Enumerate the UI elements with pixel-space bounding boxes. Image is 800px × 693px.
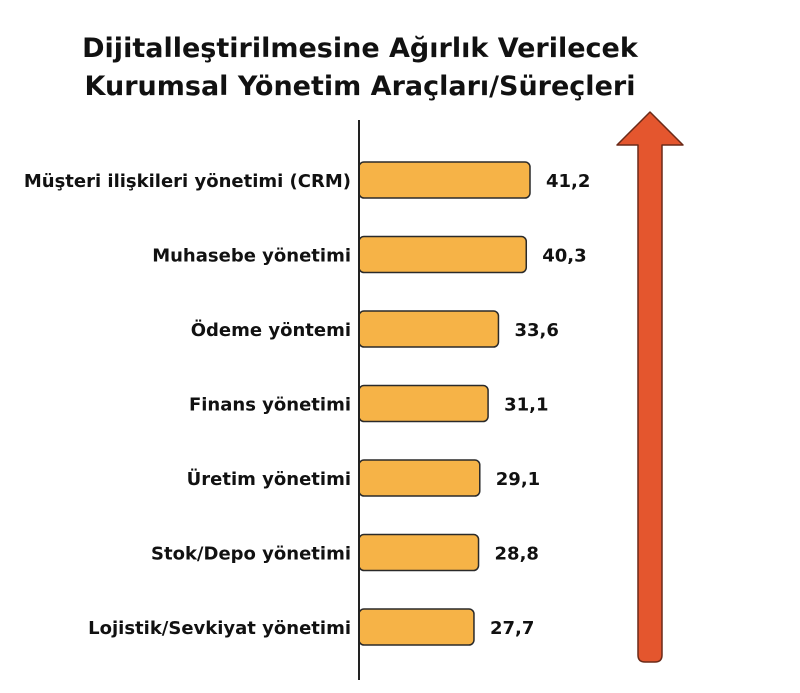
category-label: Ödeme yöntemi [191, 319, 351, 341]
category-label: Müşteri ilişkileri yönetimi (CRM) [24, 171, 351, 192]
bar [358, 384, 489, 423]
data-label: 40,3 [542, 246, 586, 267]
chart-title-line-2: Kurumsal Yönetim Araçları/Süreçleri [84, 71, 636, 102]
bar [358, 235, 528, 274]
bar [358, 533, 480, 572]
data-label: 31,1 [504, 395, 548, 416]
bar [358, 310, 500, 348]
data-label: 29,1 [496, 469, 540, 490]
category-label: Üretim yönetimi [187, 468, 351, 490]
category-label: Stok/Depo yönetimi [151, 544, 351, 565]
bar [358, 608, 475, 646]
bar [358, 161, 531, 199]
category-label: Finans yönetimi [189, 395, 351, 416]
trend-arrow [616, 111, 684, 663]
data-label: 28,8 [495, 544, 539, 565]
bars-layer: Müşteri ilişkileri yönetimi (CRM) 41,2 Muh… [24, 161, 590, 646]
category-label: Muhasebe yönetimi [152, 246, 351, 267]
category-label: Lojistik/Sevkiyat yönetimi [88, 618, 351, 639]
data-label: 27,7 [490, 618, 534, 639]
chart-title-line-1: Dijitalleştirilmesine Ağırlık Verilecek [82, 33, 638, 64]
data-label: 41,2 [546, 171, 590, 192]
data-label: 33,6 [514, 320, 558, 341]
chart-title: Dijitalleştirilmesine Ağırlık Verilecek … [0, 30, 720, 106]
bar [358, 459, 481, 497]
